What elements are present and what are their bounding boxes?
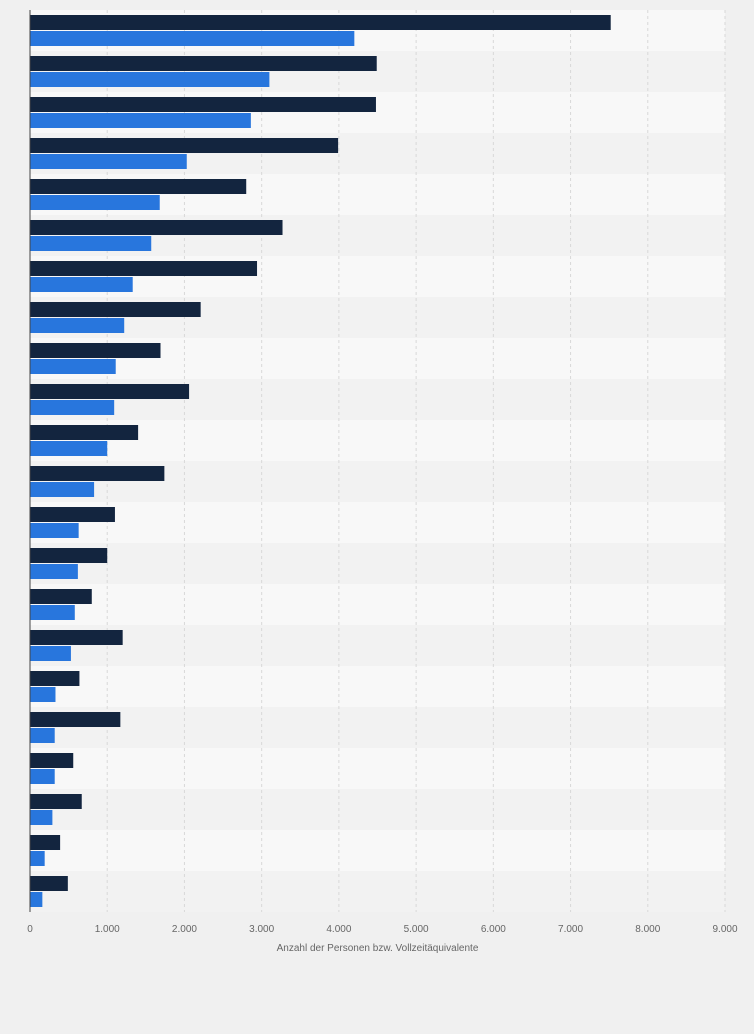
bar-series-1 xyxy=(30,876,68,891)
x-axis-label: Anzahl der Personen bzw. Vollzeitäquival… xyxy=(277,943,479,954)
bar-series-1 xyxy=(30,220,283,235)
plot-band xyxy=(30,666,725,707)
bar-series-1 xyxy=(30,507,115,522)
x-axis-tick-labels: 0 1.000 2.000 3.000 4.000 5.000 6.000 7.000 8.00… xyxy=(27,924,738,935)
bar-series-1 xyxy=(30,384,190,399)
plot-band xyxy=(30,748,725,789)
bar-series-1 xyxy=(30,138,339,153)
plot-band xyxy=(30,830,725,871)
bar-series-1 xyxy=(30,15,611,30)
x-tick-label: 9.000 xyxy=(712,924,737,935)
bar-series-2 xyxy=(30,564,78,579)
bar-series-1 xyxy=(30,835,61,850)
x-tick-label: 0 xyxy=(27,924,33,935)
bar-series-2 xyxy=(30,113,251,128)
bar-series-1 xyxy=(30,302,201,317)
bar-series-2 xyxy=(30,728,55,743)
bar-series-2 xyxy=(30,441,108,456)
bar-series-1 xyxy=(30,589,92,604)
bar-series-2 xyxy=(30,523,79,538)
bar-series-2 xyxy=(30,318,125,333)
bar-series-2 xyxy=(30,195,160,210)
x-tick-label: 5.000 xyxy=(404,924,429,935)
bar-series-1 xyxy=(30,794,82,809)
bar-series-2 xyxy=(30,482,95,497)
bar-series-1 xyxy=(30,56,377,71)
plot-bands xyxy=(30,10,725,912)
bar-series-2 xyxy=(30,892,43,907)
bar-series-1 xyxy=(30,261,258,276)
bar-series-2 xyxy=(30,769,55,784)
x-tick-label: 7.000 xyxy=(558,924,583,935)
bar-series-2 xyxy=(30,605,75,620)
bar-series-2 xyxy=(30,646,71,661)
bar-series-1 xyxy=(30,343,161,358)
bar-series-2 xyxy=(30,72,270,87)
bar-series-2 xyxy=(30,236,152,251)
plot-band xyxy=(30,420,725,461)
plot-band xyxy=(30,543,725,584)
bar-series-1 xyxy=(30,425,139,440)
bar-series-1 xyxy=(30,753,74,768)
x-tick-label: 1.000 xyxy=(95,924,120,935)
bar-series-2 xyxy=(30,277,133,292)
bar-series-2 xyxy=(30,810,53,825)
bar-series-1 xyxy=(30,179,247,194)
bar-series-1 xyxy=(30,712,121,727)
plot-band xyxy=(30,871,725,912)
plot-band xyxy=(30,502,725,543)
x-tick-label: 3.000 xyxy=(249,924,274,935)
bar-series-1 xyxy=(30,630,123,645)
plot-band xyxy=(30,625,725,666)
plot-band xyxy=(30,707,725,748)
bar-series-2 xyxy=(30,359,116,374)
x-tick-label: 6.000 xyxy=(481,924,506,935)
bar-series-2 xyxy=(30,154,187,169)
bars xyxy=(30,15,611,907)
x-tick-label: 8.000 xyxy=(635,924,660,935)
plot-band xyxy=(30,789,725,830)
bar-series-1 xyxy=(30,466,165,481)
bar-series-2 xyxy=(30,687,56,702)
bar-series-2 xyxy=(30,31,355,46)
x-tick-label: 4.000 xyxy=(326,924,351,935)
bar-series-1 xyxy=(30,548,108,563)
grid-lines xyxy=(106,10,726,912)
bar-series-2 xyxy=(30,400,115,415)
bar-series-2 xyxy=(30,851,45,866)
plot-band xyxy=(30,584,725,625)
bar-series-1 xyxy=(30,97,376,112)
bar-series-1 xyxy=(30,671,80,686)
x-tick-label: 2.000 xyxy=(172,924,197,935)
